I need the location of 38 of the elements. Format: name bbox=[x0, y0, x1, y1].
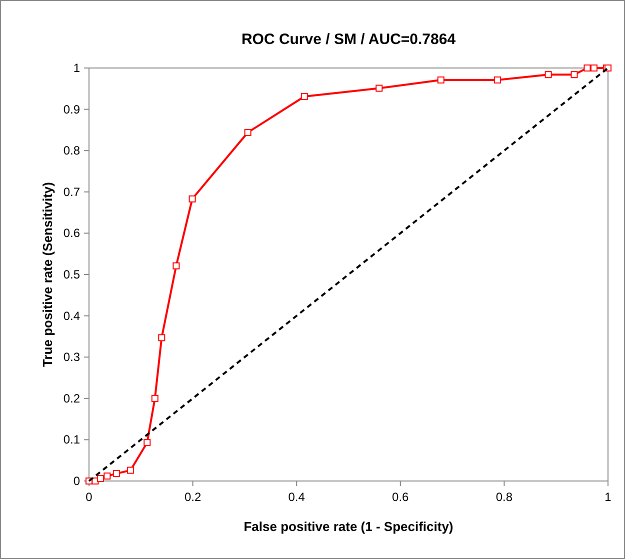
point bbox=[376, 84, 383, 92]
y-tick-label: 1 bbox=[73, 61, 80, 75]
y-tick-label: 0.6 bbox=[63, 226, 80, 240]
point bbox=[172, 262, 180, 270]
point bbox=[590, 64, 598, 72]
y-tick-label: 0.2 bbox=[63, 391, 80, 406]
point bbox=[570, 71, 578, 78]
point bbox=[144, 439, 151, 446]
point bbox=[437, 76, 444, 84]
point bbox=[188, 195, 196, 202]
point bbox=[158, 334, 166, 342]
y-tick-label: 0.3 bbox=[63, 350, 80, 364]
point bbox=[544, 71, 552, 78]
y-tick-label: 0.9 bbox=[63, 102, 80, 116]
point bbox=[127, 466, 134, 474]
x-axis-title: False positive rate (1 - Specificity) bbox=[244, 519, 454, 534]
x-tick-label: 0.2 bbox=[184, 490, 202, 504]
point bbox=[113, 470, 120, 478]
y-tick-label: 0.8 bbox=[63, 144, 80, 158]
x-tick-label: 1 bbox=[604, 490, 612, 504]
y-tick-label: 0.1 bbox=[63, 432, 80, 447]
point bbox=[104, 472, 111, 480]
x-tick-label: 0.6 bbox=[392, 490, 410, 504]
y-tick-label: 0 bbox=[73, 474, 80, 488]
point bbox=[300, 92, 308, 100]
point bbox=[584, 64, 591, 72]
y-tick-label: 0.5 bbox=[63, 268, 80, 282]
point bbox=[244, 128, 252, 136]
y-tick-label: 0.4 bbox=[63, 308, 80, 323]
point bbox=[494, 76, 501, 84]
point bbox=[96, 475, 104, 482]
point bbox=[151, 394, 158, 402]
y-axis-title: True positive rate (Sensitivity) bbox=[40, 182, 55, 367]
y-tick-label: 0.7 bbox=[63, 184, 80, 199]
x-tick-label: 0 bbox=[86, 490, 93, 504]
x-tick-label: 0.8 bbox=[496, 490, 513, 504]
chart-title: ROC Curve / SM / AUC=0.7864 bbox=[241, 31, 456, 48]
x-tick-label: 0.4 bbox=[288, 490, 306, 504]
